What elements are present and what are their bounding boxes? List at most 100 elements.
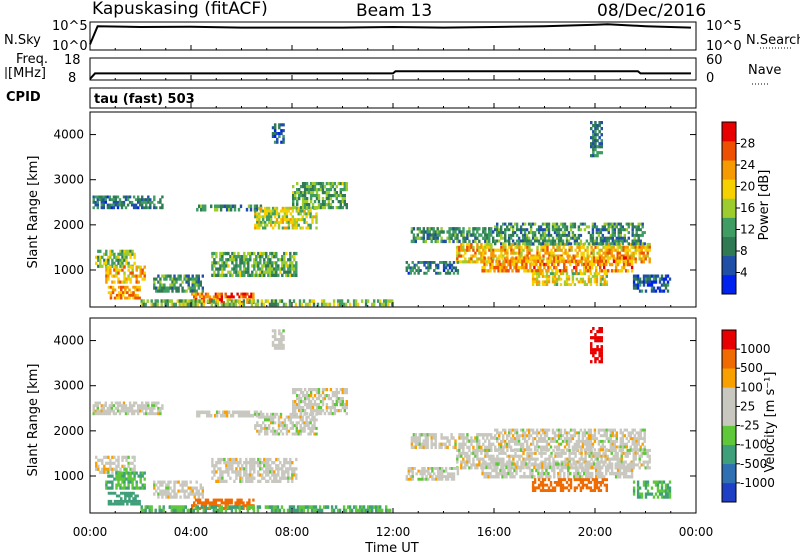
heatmap-cell xyxy=(287,470,289,473)
heatmap-cell xyxy=(560,237,562,240)
heatmap-cell xyxy=(258,433,260,436)
heatmap-cell xyxy=(157,496,159,499)
heatmap-cell xyxy=(239,458,241,461)
heatmap-cell xyxy=(495,260,497,263)
heatmap-cell xyxy=(476,230,478,233)
freq-left-label-2: [MHz] xyxy=(8,66,46,81)
heatmap-cell xyxy=(466,461,468,464)
heatmap-cell xyxy=(600,231,602,234)
heatmap-cell xyxy=(292,210,294,213)
heatmap-cell xyxy=(226,414,228,418)
heatmap-cell xyxy=(265,252,267,255)
heatmap-cell xyxy=(419,439,421,442)
heatmap-cell xyxy=(202,493,204,496)
heatmap-cell xyxy=(109,459,111,462)
heatmap-cell xyxy=(125,410,127,413)
heatmap-cell xyxy=(504,237,506,240)
heatmap-cell xyxy=(572,231,574,234)
heatmap-cell xyxy=(221,499,223,502)
heatmap-cell xyxy=(472,249,474,252)
heatmap-cell xyxy=(415,433,417,436)
heatmap-cell xyxy=(593,263,595,266)
heatmap-cell xyxy=(446,436,448,439)
heatmap-cell xyxy=(565,266,567,269)
heatmap-cell xyxy=(598,130,601,133)
heatmap-cell xyxy=(322,188,324,191)
heatmap-cell xyxy=(99,262,101,265)
heatmap-cell xyxy=(313,303,315,307)
heatmap-cell xyxy=(210,414,212,418)
heatmap-cell xyxy=(153,198,155,201)
heatmap-cell xyxy=(480,452,482,455)
heatmap-cell xyxy=(530,249,532,252)
heatmap-cell xyxy=(294,409,296,412)
heatmap-cell xyxy=(283,267,285,270)
heatmap-cell xyxy=(440,237,442,240)
heatmap-cell xyxy=(520,455,522,458)
heatmap-cell xyxy=(549,462,551,465)
heatmap-cell xyxy=(282,141,285,144)
heatmap-cell xyxy=(419,436,421,439)
heatmap-cell xyxy=(273,470,275,473)
heatmap-cell xyxy=(496,455,498,458)
heatmap-cell xyxy=(215,505,217,509)
heatmap-cell xyxy=(367,505,369,509)
heatmap-cell xyxy=(515,469,517,472)
heatmap-cell xyxy=(95,468,97,471)
heatmap-cell xyxy=(266,430,268,433)
heatmap-cell xyxy=(276,138,279,141)
heatmap-cell xyxy=(324,397,326,400)
heatmap-cell xyxy=(481,469,483,472)
heatmap-cell xyxy=(300,388,302,391)
heatmap-cell xyxy=(592,231,594,234)
heatmap-cell xyxy=(631,260,633,263)
heatmap-cell xyxy=(211,477,213,480)
heatmap-cell xyxy=(315,227,317,230)
heatmap-cell xyxy=(133,262,135,265)
heatmap-cell xyxy=(111,484,113,487)
heatmap-cell xyxy=(647,255,649,258)
heatmap-cell xyxy=(334,182,336,185)
heatmap-cell xyxy=(510,237,512,240)
heatmap-cell xyxy=(649,461,651,464)
heatmap-cell xyxy=(107,278,109,281)
heatmap-cell xyxy=(502,458,504,461)
heatmap-cell xyxy=(169,487,171,490)
heatmap-cell xyxy=(506,449,508,452)
heatmap-cell xyxy=(278,227,280,230)
heatmap-cell xyxy=(235,509,237,513)
heatmap-cell xyxy=(592,252,594,255)
heatmap-cell xyxy=(542,255,544,258)
heatmap-cell xyxy=(546,272,548,275)
heatmap-cell xyxy=(233,252,235,255)
heatmap-cell xyxy=(635,252,637,255)
heatmap-cell xyxy=(525,266,527,269)
heatmap-cell xyxy=(445,261,447,264)
heatmap-cell xyxy=(125,198,127,201)
heatmap-cell xyxy=(198,278,200,281)
heatmap-cell xyxy=(598,124,601,127)
heatmap-cell xyxy=(530,228,532,231)
heatmap-cell xyxy=(501,462,503,465)
heatmap-cell xyxy=(343,505,345,509)
heatmap-cell xyxy=(147,299,149,303)
heatmap-cell xyxy=(319,505,321,509)
heatmap-cell xyxy=(113,253,115,256)
heatmap-cell xyxy=(419,269,421,272)
heatmap-cell xyxy=(334,406,336,409)
heatmap-cell xyxy=(584,458,586,461)
heatmap-cell xyxy=(637,287,639,290)
heatmap-cell xyxy=(296,424,298,427)
heatmap-cell xyxy=(631,256,633,259)
heatmap-cell xyxy=(584,228,586,231)
heatmap-cell xyxy=(448,443,450,446)
heatmap-cell xyxy=(546,249,548,252)
heatmap-cell xyxy=(155,278,157,281)
heatmap-cell xyxy=(285,458,287,461)
heatmap-cell xyxy=(655,281,657,284)
heatmap-cell xyxy=(123,475,125,478)
heatmap-cell xyxy=(557,466,559,469)
heatmap-cell xyxy=(167,484,169,487)
heatmap-cell xyxy=(303,427,305,430)
